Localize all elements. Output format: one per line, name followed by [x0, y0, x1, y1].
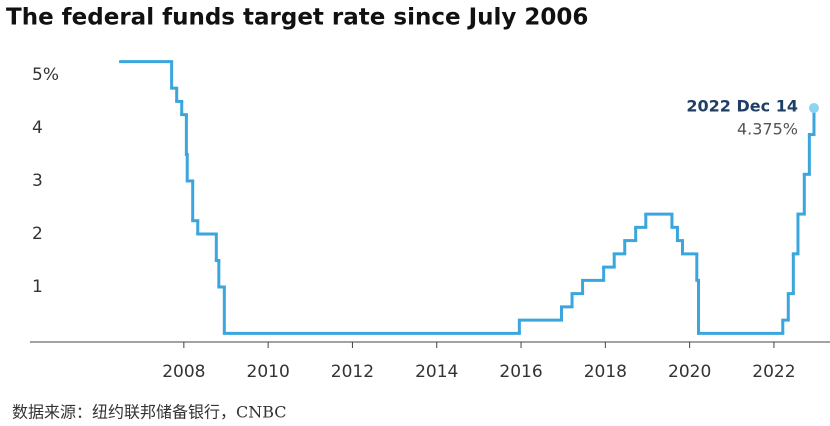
- x-tick-label: 2018: [584, 362, 627, 382]
- x-tick-label: 2020: [668, 362, 711, 382]
- annotation-value: 4.375%: [737, 120, 798, 139]
- annotation-title: 2022 Dec 14: [686, 97, 798, 116]
- x-tick-label: 2010: [247, 362, 290, 382]
- y-tick-label: 3: [32, 171, 43, 191]
- chart-title: The federal funds target rate since July…: [6, 5, 588, 31]
- x-tick-label: 2014: [415, 362, 458, 382]
- y-tick-label: 2: [32, 224, 43, 244]
- y-tick-label: 4: [32, 118, 43, 138]
- y-tick-label: 1: [32, 277, 43, 297]
- end-marker: [808, 103, 819, 114]
- x-tick-label: 2022: [752, 362, 795, 382]
- y-tick-label: 5%: [32, 65, 59, 85]
- x-tick-label: 2008: [162, 362, 205, 382]
- x-tick-label: 2012: [331, 362, 374, 382]
- x-tick-label: 2016: [499, 362, 542, 382]
- source: 数据来源：纽约联邦储备银行，CNBC: [12, 403, 287, 422]
